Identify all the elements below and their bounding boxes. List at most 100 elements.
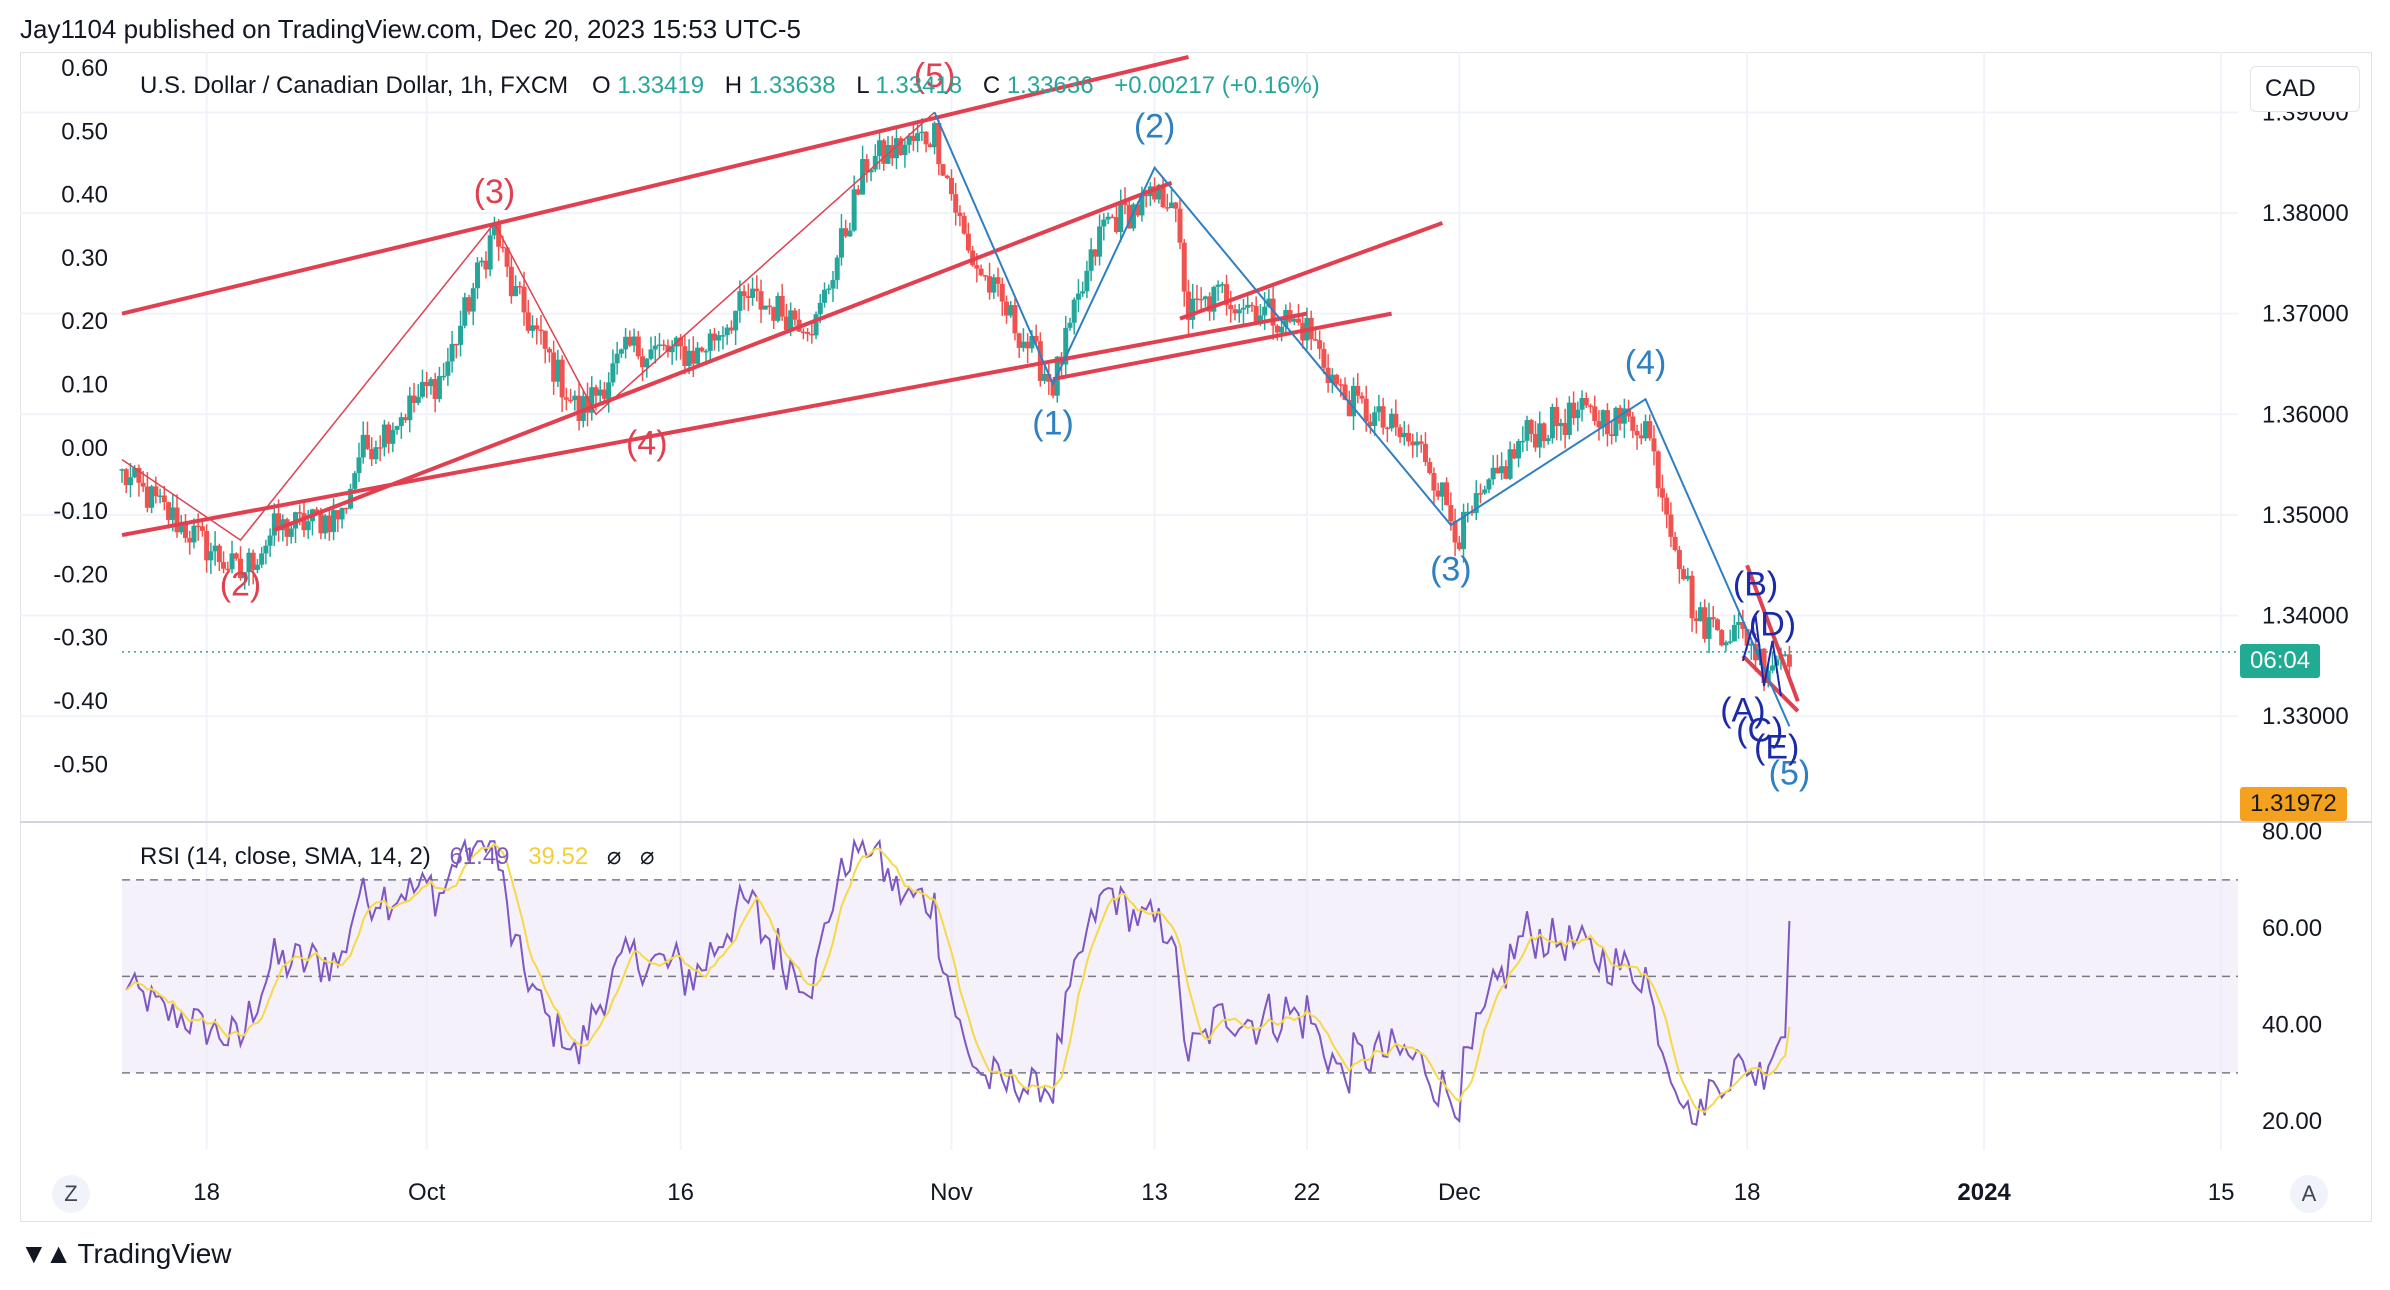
candle xyxy=(754,275,760,302)
candle xyxy=(1359,392,1365,404)
zoom-reset-button[interactable]: Z xyxy=(52,1175,90,1213)
candle xyxy=(462,292,468,329)
candle xyxy=(415,384,421,406)
red-wave-2: (2) xyxy=(220,565,262,603)
right-axis-tick: 1.38000 xyxy=(2262,200,2349,227)
countdown-tag: 06:04 xyxy=(2240,644,2321,678)
candle xyxy=(728,320,734,334)
candle xyxy=(1731,614,1737,642)
candle xyxy=(195,513,201,541)
left-axis-tick: 0.10 xyxy=(61,372,108,399)
candle xyxy=(271,503,277,547)
candle xyxy=(127,463,133,498)
candle xyxy=(1541,422,1547,449)
candle xyxy=(1097,214,1103,266)
left-axis-tick: 0.40 xyxy=(61,182,108,209)
candle xyxy=(1376,394,1382,422)
candle xyxy=(758,279,764,324)
candle xyxy=(1020,328,1026,352)
candle xyxy=(1486,477,1492,494)
candle xyxy=(699,346,705,353)
candle xyxy=(373,440,379,464)
candle xyxy=(187,530,193,555)
candle xyxy=(1169,189,1175,209)
price-marker-tag: 1.31972 xyxy=(2240,787,2347,821)
candle xyxy=(923,131,929,153)
candle xyxy=(1482,485,1488,495)
candle xyxy=(614,341,620,375)
candle xyxy=(563,387,569,411)
candle xyxy=(1177,198,1183,250)
candle xyxy=(1706,602,1712,654)
right-axis-tick: 1.35000 xyxy=(2262,502,2349,529)
rsi-line xyxy=(125,837,1791,1126)
candle xyxy=(635,331,641,360)
candle xyxy=(1232,304,1238,321)
candle xyxy=(1414,432,1420,458)
candle xyxy=(1719,629,1725,647)
candle xyxy=(136,464,142,497)
candle xyxy=(623,328,629,359)
candle xyxy=(1545,434,1551,445)
candle xyxy=(144,472,150,513)
candle xyxy=(838,214,844,266)
candle xyxy=(1651,425,1657,466)
candle xyxy=(441,362,447,381)
candle xyxy=(910,124,916,152)
right-axis-tick: 1.37000 xyxy=(2262,301,2349,328)
candle xyxy=(1118,189,1124,242)
candle xyxy=(559,355,565,412)
candle xyxy=(1693,610,1699,634)
candle xyxy=(1401,421,1407,446)
candle xyxy=(1427,457,1433,475)
candle xyxy=(483,251,489,279)
currency-selector[interactable]: CAD xyxy=(2250,66,2360,112)
left-axis-tick: 0.00 xyxy=(61,435,108,462)
candle xyxy=(326,508,332,541)
candle xyxy=(1723,640,1729,652)
candle xyxy=(1410,433,1416,458)
candle xyxy=(555,349,561,388)
candle xyxy=(568,388,574,404)
right-axis-tick: 1.34000 xyxy=(2262,603,2349,630)
candle xyxy=(474,257,480,299)
candle xyxy=(339,507,345,529)
candle xyxy=(1101,213,1107,241)
candle xyxy=(284,517,290,546)
candle xyxy=(377,435,383,462)
candle xyxy=(246,548,252,586)
candle xyxy=(360,421,366,464)
candle xyxy=(1075,279,1081,313)
candle xyxy=(1431,467,1437,505)
navy-wave-d: (D) xyxy=(1749,606,1796,644)
candle xyxy=(766,298,772,315)
candle xyxy=(1583,392,1589,409)
auto-scale-button[interactable]: A xyxy=(2290,1175,2328,1213)
red-wave-5: (5) xyxy=(914,57,956,95)
candle xyxy=(1524,415,1530,451)
candle xyxy=(1643,414,1649,441)
left-axis-tick: 0.20 xyxy=(61,308,108,335)
candle xyxy=(1740,609,1746,639)
candle xyxy=(1012,298,1018,341)
candle xyxy=(822,282,828,308)
candle xyxy=(1575,401,1581,432)
candle xyxy=(927,142,933,148)
candle xyxy=(1516,438,1522,468)
candle xyxy=(390,422,396,453)
rsi-axis-tick: 20.00 xyxy=(2262,1108,2322,1135)
candle xyxy=(1114,205,1120,234)
navy-wave-b: (B) xyxy=(1733,565,1778,603)
svg-text:RSI (14, close, SMA, 14, 2): RSI (14, close, SMA, 14, 2) 61.49 39.52 … xyxy=(140,843,655,870)
candle xyxy=(944,174,950,180)
candle xyxy=(1456,535,1462,551)
candle xyxy=(119,468,125,483)
zoom-reset-label: Z xyxy=(64,1181,78,1206)
x-axis-tick: 18 xyxy=(1734,1179,1761,1206)
candle xyxy=(1224,274,1230,316)
candle xyxy=(1092,249,1098,266)
blue-wave-1: (1) xyxy=(1032,404,1074,442)
candle xyxy=(1465,502,1471,523)
symbol-title: U.S. Dollar / Canadian Dollar, 1h, FXCM xyxy=(140,72,568,99)
